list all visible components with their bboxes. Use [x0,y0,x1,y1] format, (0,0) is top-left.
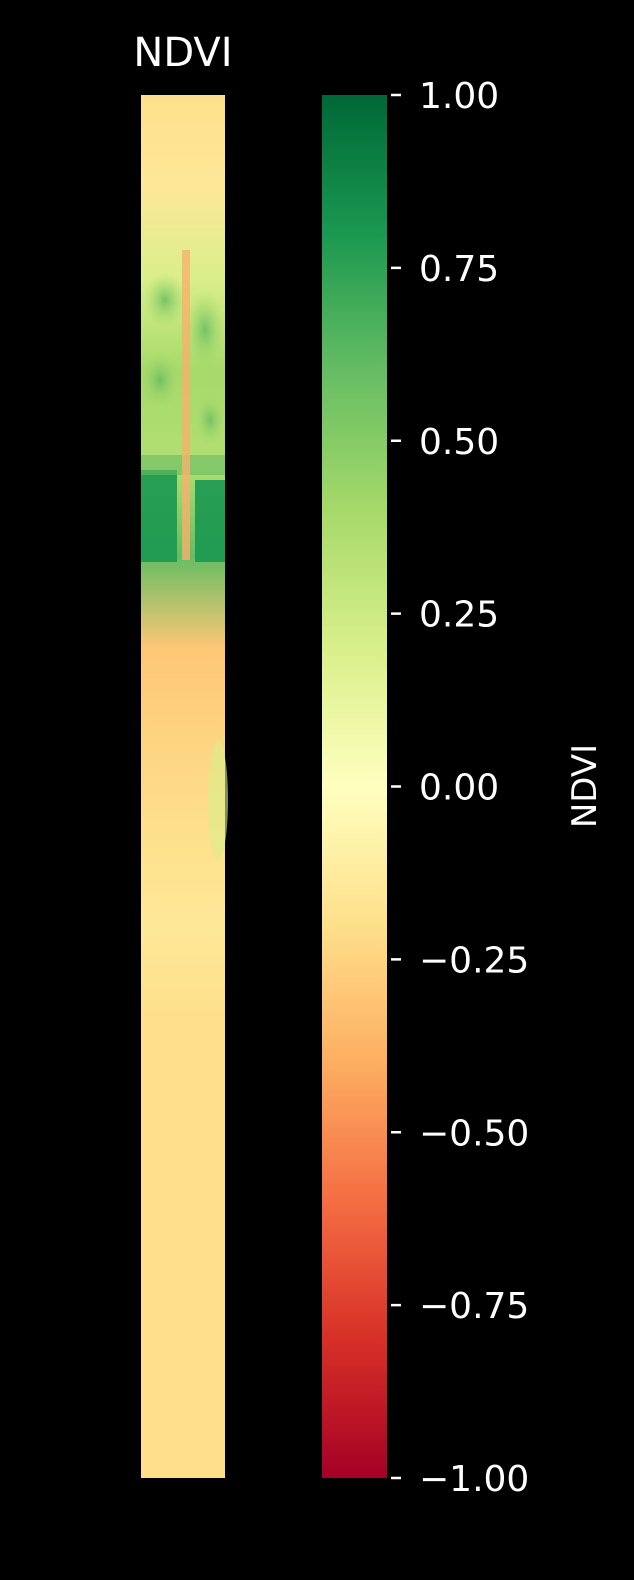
colorbar-ticks: 1.00 0.75 0.50 0.25 0.00 −0.25 −0.50 −0.75 −1.00 [391,76,529,1500]
ndvi-image [140,95,228,1478]
colorbar-tick-label: −1.00 [419,1459,529,1500]
colorbar-tick-label: −0.75 [419,1286,529,1327]
image-title: NDVI [133,30,232,76]
colorbar-tick-label: 0.00 [419,768,499,809]
colorbar-tick-label: 0.25 [419,595,499,636]
colorbar-tick-label: −0.50 [419,1113,529,1154]
colorbar-label: NDVI [565,744,605,828]
vegetation-patches [140,250,228,860]
colorbar-tick-label: −0.25 [419,940,529,981]
colorbar: 1.00 0.75 0.50 0.25 0.00 −0.25 −0.50 −0.75 −1.00… [322,76,605,1500]
colorbar-gradient [322,95,387,1478]
colorbar-tick-label: 0.50 [419,422,499,463]
colorbar-tick-label: 1.00 [419,76,499,117]
colorbar-tick-label: 0.75 [419,249,499,290]
